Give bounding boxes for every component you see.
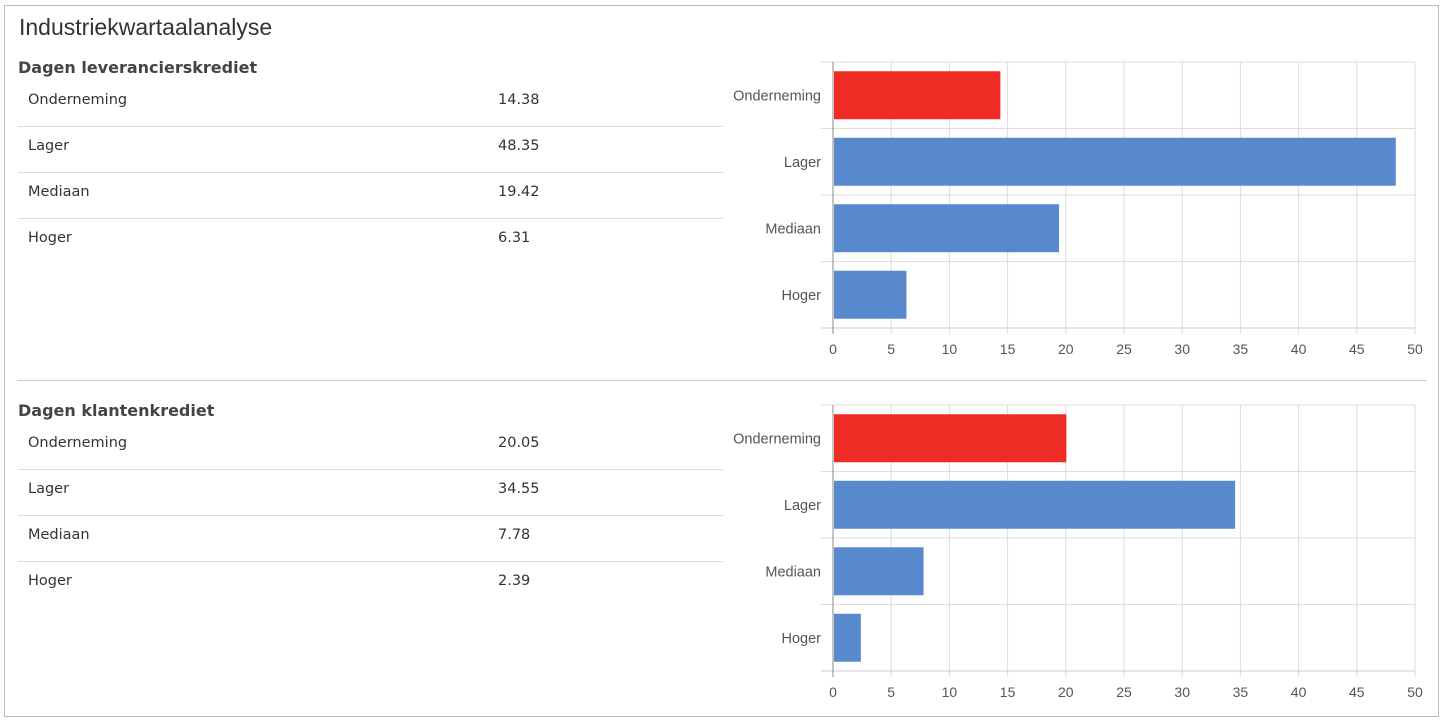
row-label: Hoger bbox=[28, 230, 72, 246]
row-label: Lager bbox=[28, 481, 70, 497]
x-tick-label: 5 bbox=[887, 684, 895, 700]
x-tick-label: 50 bbox=[1407, 684, 1423, 700]
data-table: Onderneming 14.38 Lager 48.35 Mediaan 19.42… bbox=[18, 81, 723, 264]
bar-lager bbox=[834, 480, 1236, 529]
page-title: Industriekwartaalanalyse bbox=[19, 14, 273, 40]
bar-mediaan bbox=[834, 547, 924, 596]
bar-onderneming bbox=[834, 71, 1001, 120]
x-tick-label: 35 bbox=[1233, 684, 1249, 700]
section-title: Dagen klantenkrediet bbox=[18, 401, 215, 420]
bar-hoger bbox=[834, 270, 907, 319]
row-value: 20.05 bbox=[498, 435, 540, 451]
x-tick-label: 50 bbox=[1407, 341, 1423, 357]
x-tick-label: 40 bbox=[1291, 341, 1307, 357]
y-category-label: Hoger bbox=[782, 288, 822, 304]
x-tick-label: 30 bbox=[1174, 684, 1190, 700]
bar-chart-1: 0 5 10 15 20 25 30 35 40 45 50 Onderneming Lager Medi… bbox=[733, 61, 1423, 357]
row-value: 19.42 bbox=[498, 184, 540, 200]
table-row: Hoger 6.31 bbox=[18, 219, 723, 264]
bar-lager bbox=[834, 137, 1396, 186]
bar-mediaan bbox=[834, 204, 1060, 253]
row-label: Hoger bbox=[28, 573, 72, 589]
x-tick-label: 15 bbox=[1000, 341, 1016, 357]
x-tick-label: 40 bbox=[1291, 684, 1307, 700]
row-value: 6.31 bbox=[498, 230, 531, 246]
x-tick-label: 25 bbox=[1116, 684, 1132, 700]
x-tick-label: 0 bbox=[829, 684, 837, 700]
x-tick-label: 35 bbox=[1233, 341, 1249, 357]
industry-quarterly-analysis-panel: Industriekwartaalanalyse Dagen leveranci… bbox=[4, 5, 1439, 717]
row-label: Mediaan bbox=[28, 184, 90, 200]
section-supplier-credit-days: Dagen leverancierskrediet Onderneming 14.… bbox=[5, 6, 1438, 346]
section-title: Dagen leverancierskrediet bbox=[18, 58, 258, 77]
table-row: Hoger 2.39 bbox=[18, 562, 723, 607]
x-tick-label: 10 bbox=[942, 341, 958, 357]
x-tick-label: 10 bbox=[942, 684, 958, 700]
x-tick-label: 0 bbox=[829, 341, 837, 357]
y-category-label: Mediaan bbox=[765, 221, 821, 237]
x-tick-label: 30 bbox=[1174, 341, 1190, 357]
table-row: Mediaan 7.78 bbox=[18, 516, 723, 562]
x-tick-label: 20 bbox=[1058, 341, 1074, 357]
bar-hoger bbox=[834, 613, 861, 662]
y-category-label: Lager bbox=[784, 155, 821, 171]
y-category-label: Onderneming bbox=[733, 88, 821, 104]
row-value: 34.55 bbox=[498, 481, 540, 497]
y-category-label: Onderneming bbox=[733, 431, 821, 447]
table-row: Mediaan 19.42 bbox=[18, 173, 723, 219]
bar-charts: 0 5 10 15 20 25 30 35 40 45 50OndernemingLagerMedi… bbox=[733, 61, 1423, 700]
y-category-label: Lager bbox=[784, 498, 821, 514]
table-row: Lager 34.55 bbox=[18, 470, 723, 516]
x-tick-label: 25 bbox=[1116, 341, 1132, 357]
row-label: Onderneming bbox=[28, 92, 128, 108]
section-customer-credit-days: Dagen klantenkrediet Onderneming 20.05 La… bbox=[5, 6, 1438, 589]
bar-onderneming bbox=[834, 414, 1067, 463]
row-value: 14.38 bbox=[498, 92, 540, 108]
x-tick-label: 5 bbox=[887, 341, 895, 357]
table-row: Lager 48.35 bbox=[18, 127, 723, 173]
row-value: 48.35 bbox=[498, 138, 540, 154]
x-tick-label: 45 bbox=[1349, 341, 1365, 357]
row-label: Mediaan bbox=[28, 527, 90, 543]
bar-chart-2: 0 5 10 15 20 25 30 35 40 45 50 Onderneming Lager Medi… bbox=[733, 404, 1423, 700]
y-category-label: Mediaan bbox=[765, 564, 821, 580]
row-value: 7.78 bbox=[498, 527, 531, 543]
section-divider bbox=[17, 380, 1427, 381]
row-value: 2.39 bbox=[498, 573, 531, 589]
x-tick-label: 15 bbox=[1000, 684, 1016, 700]
x-tick-label: 20 bbox=[1058, 684, 1074, 700]
data-table: Onderneming 20.05 Lager 34.55 Mediaan 7.78 … bbox=[18, 424, 723, 607]
row-label: Onderneming bbox=[28, 435, 128, 451]
row-label: Lager bbox=[28, 138, 70, 154]
y-category-label: Hoger bbox=[782, 631, 822, 647]
table-row: Onderneming 14.38 bbox=[18, 81, 723, 127]
x-tick-label: 45 bbox=[1349, 684, 1365, 700]
table-row: Onderneming 20.05 bbox=[18, 424, 723, 470]
